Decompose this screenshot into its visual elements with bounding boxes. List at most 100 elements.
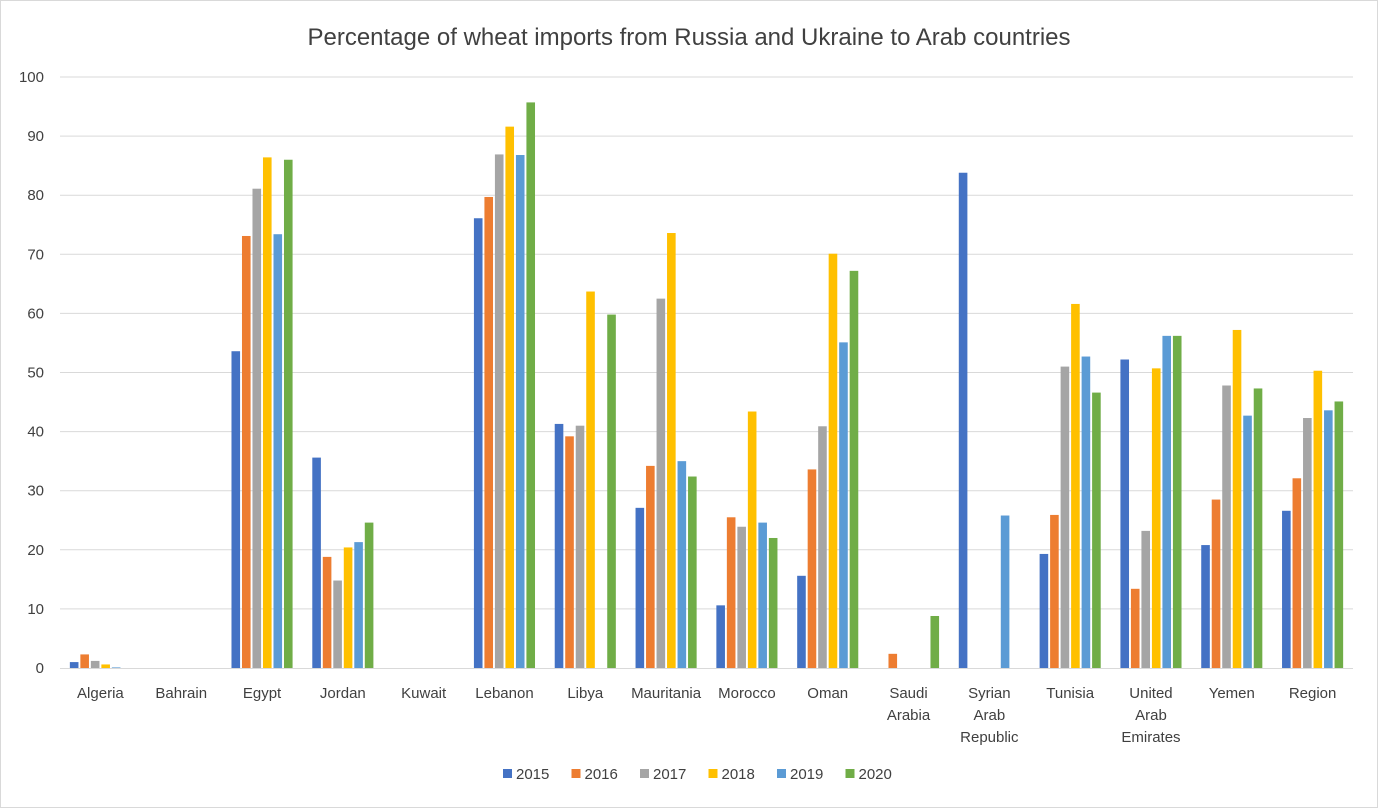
bar xyxy=(1313,370,1323,668)
x-tick-label: Morocco xyxy=(718,685,776,702)
bar xyxy=(677,461,687,668)
x-axis: Algeria Bahrain Egypt Jordan Kuwait Lebanon Li… xyxy=(60,668,1353,746)
bar xyxy=(575,425,585,668)
bar xyxy=(1211,499,1221,668)
bar xyxy=(1303,418,1312,668)
bar xyxy=(312,457,321,668)
x-tick-label: Jordan xyxy=(320,685,366,702)
x-tick-label: Mauritania xyxy=(631,685,702,702)
bar xyxy=(1282,510,1291,668)
bar xyxy=(565,436,574,668)
bar xyxy=(343,547,353,668)
bar xyxy=(1222,385,1231,668)
bar xyxy=(90,660,100,668)
bar xyxy=(797,575,806,668)
x-tick-label: Yemen xyxy=(1209,685,1255,702)
legend-label: 2015 xyxy=(516,766,549,783)
bar xyxy=(484,196,494,668)
bar xyxy=(494,154,504,669)
bar xyxy=(111,667,121,668)
bar xyxy=(252,188,262,668)
y-tick-label: 70 xyxy=(27,246,44,263)
legend-label: 2018 xyxy=(722,766,755,783)
bar xyxy=(1120,359,1130,668)
legend-swatch xyxy=(571,769,581,778)
bar xyxy=(333,580,342,668)
bar xyxy=(241,235,251,669)
chart-title: Percentage of wheat imports from Russia … xyxy=(307,24,1070,51)
bar xyxy=(1151,368,1161,668)
bar xyxy=(818,426,827,668)
bar xyxy=(1172,335,1182,668)
x-tick-label: Bahrain xyxy=(155,685,207,702)
x-tick-label: Libya xyxy=(567,685,604,702)
x-tick-label: Syrian Arab Republic xyxy=(960,685,1019,746)
bar xyxy=(1039,553,1049,668)
y-tick-label: 40 xyxy=(27,424,44,441)
bar xyxy=(1130,588,1140,668)
y-tick-label: 90 xyxy=(27,128,44,145)
y-tick-label: 100 xyxy=(19,69,44,86)
bar xyxy=(1000,515,1010,668)
bar xyxy=(758,522,767,668)
x-tick-label: Algeria xyxy=(77,685,124,702)
legend-swatch xyxy=(777,769,786,778)
y-tick-label: 0 xyxy=(36,660,44,677)
bar xyxy=(1232,329,1242,668)
bar xyxy=(1324,410,1333,668)
bar xyxy=(526,102,536,668)
x-tick-label: Region xyxy=(1289,685,1337,702)
legend-label: 2017 xyxy=(653,766,686,783)
y-tick-label: 10 xyxy=(27,601,44,618)
legend-swatch xyxy=(845,769,855,778)
legend-swatch xyxy=(708,769,718,778)
bar xyxy=(1292,478,1302,668)
bar xyxy=(262,157,272,668)
bar xyxy=(768,537,778,668)
legend-label: 2016 xyxy=(585,766,618,783)
bar xyxy=(515,155,525,668)
bar xyxy=(688,476,697,668)
bar xyxy=(231,351,241,668)
bar xyxy=(635,507,645,668)
bar xyxy=(354,542,363,668)
bar xyxy=(473,218,483,668)
x-tick-label: United Arab Emirates xyxy=(1121,685,1180,746)
bar xyxy=(849,270,859,668)
bar xyxy=(958,172,968,669)
x-tick-label: Egypt xyxy=(243,685,282,702)
bars xyxy=(69,102,1344,669)
legend: 2015 2016 2017 2018 2019 2020 xyxy=(503,766,892,783)
x-tick-label: Kuwait xyxy=(401,685,447,702)
bar xyxy=(322,556,332,668)
bar xyxy=(1071,303,1080,668)
bar xyxy=(747,411,757,668)
bar xyxy=(273,234,283,668)
bar xyxy=(554,423,564,668)
y-axis-ticks: 0 10 20 30 40 50 60 70 80 90 100 xyxy=(19,69,44,677)
bar xyxy=(828,253,838,668)
y-tick-label: 30 xyxy=(27,483,44,500)
bar xyxy=(737,526,746,668)
y-tick-label: 20 xyxy=(27,542,44,559)
y-tick-label: 80 xyxy=(27,187,44,204)
y-tick-label: 50 xyxy=(27,365,44,382)
bar xyxy=(1253,388,1263,668)
legend-swatch xyxy=(503,769,512,778)
x-tick-label: Tunisia xyxy=(1046,685,1094,702)
bar xyxy=(283,159,293,669)
bar xyxy=(839,342,848,668)
bar xyxy=(1201,545,1210,668)
bar xyxy=(646,465,655,668)
bar xyxy=(586,291,595,668)
bar xyxy=(364,522,374,668)
bar xyxy=(1334,401,1344,668)
bar xyxy=(505,126,515,668)
bar xyxy=(1081,356,1091,668)
bar xyxy=(80,654,89,668)
bar xyxy=(930,615,940,668)
bar xyxy=(667,233,676,668)
bar xyxy=(726,517,736,668)
legend-label: 2019 xyxy=(790,766,823,783)
